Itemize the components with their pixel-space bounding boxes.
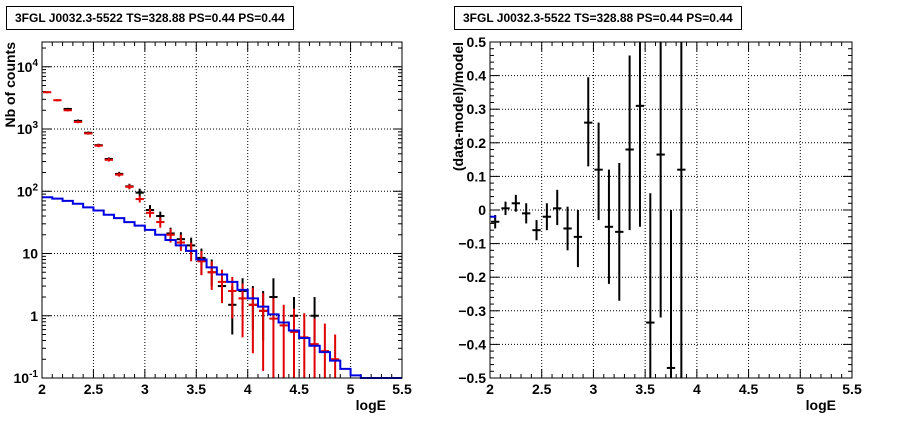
y-tick-label: −0.3 [458, 303, 486, 319]
y-tick-label: 10-1 [14, 369, 39, 386]
x-tick-label: 4 [693, 381, 701, 397]
y-tick-label: −0.1 [458, 236, 486, 252]
y-tick-label: 0.3 [467, 101, 487, 117]
y-tick-label: 10 [22, 246, 38, 262]
x-tick-label: 4.5 [739, 381, 759, 397]
x-tick-label: 4 [244, 381, 252, 397]
plot-frame [489, 41, 853, 379]
x-tick-label: 4.5 [289, 381, 309, 397]
y-tick-label: 0.4 [467, 68, 487, 84]
x-tick-label: 2.5 [532, 381, 552, 397]
y-tick-label: 0.5 [467, 34, 487, 50]
y-tick-label: 102 [17, 182, 39, 199]
y-tick-label: 0.2 [467, 135, 487, 151]
x-tick-label: 3 [590, 381, 598, 397]
x-axis-label: logE [356, 397, 386, 413]
x-tick-label: 5.5 [842, 381, 862, 397]
x-tick-label: 2 [486, 381, 494, 397]
x-tick-label: 3 [141, 381, 149, 397]
y-tick-label: −0.2 [458, 269, 486, 285]
counts-plot: 2 2.5 3 3.5 4 4.5 5 5.5 10-1 1 10 102 103 104 logE Nb o… [2, 41, 412, 413]
x-tick-label: 5 [796, 381, 804, 397]
x-tick-label: 5 [347, 381, 355, 397]
x-tick-label: 2.5 [84, 381, 104, 397]
y-tick-label: −0.5 [458, 370, 486, 386]
y-tick-label: 0.1 [467, 168, 487, 184]
x-tick-label: 5.5 [392, 381, 412, 397]
y-tick-label: 104 [17, 58, 39, 75]
y-axis-label: Nb of counts [2, 42, 18, 128]
residuals-plot: 2 2.5 3 3.5 4 4.5 5 5.5 −0.5 −0.4 −0.3 −0.2 −0.1 0 0.1… [450, 34, 862, 413]
y-tick-label: 1 [30, 308, 38, 324]
x-axis-label: logE [806, 397, 836, 413]
x-tick-label: 3.5 [635, 381, 655, 397]
y-axis-label: (data-model)/model [450, 42, 466, 171]
plot-frame [41, 41, 403, 379]
y-tick-label: 103 [17, 120, 39, 137]
model-step-line [42, 196, 402, 379]
y-tick-label: −0.4 [458, 336, 486, 352]
y-tick-label: 0 [478, 202, 486, 218]
x-tick-label: 2 [38, 381, 46, 397]
left-chart-title: 3FGL J0032.3-5522 TS=328.88 PS=0.44 PS=0… [6, 6, 294, 30]
right-chart-title: 3FGL J0032.3-5522 TS=328.88 PS=0.44 PS=0… [454, 6, 742, 30]
x-tick-label: 3.5 [187, 381, 207, 397]
